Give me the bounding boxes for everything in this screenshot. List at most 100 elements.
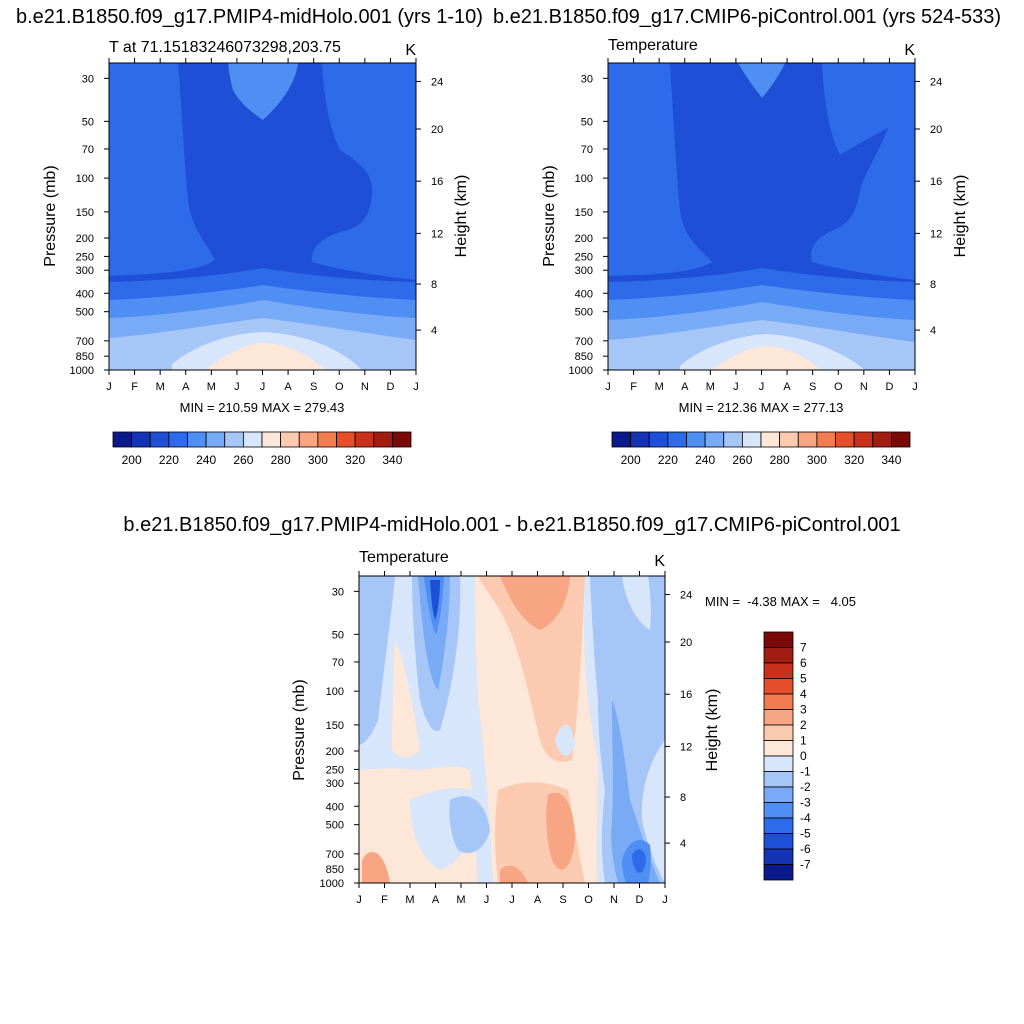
y-tick-label: 700 <box>76 336 94 348</box>
colorbar-swatch <box>131 431 151 448</box>
y-tick-label: 700 <box>326 849 344 861</box>
colorbar-swatch <box>648 431 669 448</box>
y-right-tick-label: 16 <box>930 176 942 188</box>
panel-difference-x-topticks <box>358 571 666 576</box>
x-tick-label: A <box>783 381 791 393</box>
colorbar-swatch <box>763 724 794 741</box>
colorbar-swatch <box>187 431 207 448</box>
colorbar-label: 1 <box>800 734 807 748</box>
x-tick-label: M <box>207 381 216 393</box>
colorbar-swatch <box>205 431 226 448</box>
contour-band <box>500 865 528 883</box>
x-tick-label: J <box>733 381 739 393</box>
colorbar-swatch <box>763 771 794 788</box>
panel-midholo-subtitle: T at 71.15183246073298,203.75 <box>109 39 341 56</box>
colorbar-swatch <box>763 833 794 850</box>
contour-band <box>500 576 570 630</box>
y-tick-label: 150 <box>575 207 593 219</box>
panel-difference-title: b.e21.B1850.f09_g17.PMIP4-midHolo.001 - … <box>123 514 900 536</box>
y-tick-label: 850 <box>76 351 94 363</box>
colorbar-swatch <box>354 431 375 448</box>
y-right-tick-label: 16 <box>680 689 692 701</box>
contour-band <box>392 640 420 758</box>
y-right-tick-label: 24 <box>431 76 443 88</box>
colorbar-label: -3 <box>800 796 811 810</box>
x-tick-label: D <box>386 381 394 393</box>
contour-band <box>608 63 712 276</box>
colorbar-label: 300 <box>807 453 827 467</box>
contour-band <box>205 343 325 370</box>
y-tick-label: 400 <box>575 288 593 300</box>
panel-midholo-colorbar: 200 220 240 260 280 300 320 340 <box>112 431 412 467</box>
contour-band <box>590 576 665 883</box>
y-right-tick-label: 20 <box>431 124 443 136</box>
panel-midholo-ylabel-right: Height (km) <box>453 175 470 258</box>
y-tick-label: 30 <box>332 586 344 598</box>
y-tick-label: 400 <box>326 801 344 813</box>
y-tick-label: 400 <box>76 288 94 300</box>
colorbar-swatch <box>816 431 836 448</box>
contour-band <box>418 576 450 690</box>
colorbar-label: 2 <box>800 718 807 732</box>
contour-band <box>362 851 390 883</box>
x-tick-label: S <box>310 381 317 393</box>
panel-picontrol-y-right-axis: 24 20 16 12 8 4 <box>915 76 942 337</box>
colorbar-swatch <box>763 802 794 819</box>
x-tick-label: F <box>381 894 388 906</box>
colorbar-swatch <box>763 631 794 648</box>
x-tick-label: M <box>405 894 414 906</box>
colorbar-swatch <box>763 678 794 695</box>
y-tick-label: 250 <box>76 251 94 263</box>
y-tick-label: 500 <box>575 307 593 319</box>
x-tick-label: F <box>630 381 637 393</box>
x-tick-label: J <box>234 381 240 393</box>
x-tick-label: O <box>584 894 593 906</box>
colorbar-swatch <box>763 693 794 710</box>
x-tick-label: A <box>534 894 542 906</box>
y-tick-label: 100 <box>326 686 344 698</box>
contour-band <box>555 724 575 756</box>
colorbar-label: 340 <box>881 453 901 467</box>
colorbar-swatch <box>336 431 356 448</box>
y-right-tick-label: 12 <box>680 741 692 753</box>
panel-picontrol-ylabel: Pressure (mb) <box>541 165 558 266</box>
contour-band <box>449 796 490 854</box>
y-right-tick-label: 8 <box>431 279 437 291</box>
colorbar-label: -2 <box>800 780 811 794</box>
x-tick-label: J <box>260 381 266 393</box>
y-tick-label: 700 <box>575 336 593 348</box>
colorbar-swatch <box>763 848 794 865</box>
y-tick-label: 250 <box>326 764 344 776</box>
y-tick-label: 250 <box>575 251 593 263</box>
y-tick-label: 30 <box>581 73 593 85</box>
colorbar-label: -1 <box>800 765 811 779</box>
colorbar-swatch <box>630 431 650 448</box>
x-tick-label: M <box>655 381 664 393</box>
y-right-tick-label: 8 <box>930 279 936 291</box>
contour-band <box>611 700 660 883</box>
y-tick-label: 500 <box>326 820 344 832</box>
x-tick-label: N <box>361 381 369 393</box>
contour-band <box>546 792 575 870</box>
colorbar-label: 260 <box>732 453 752 467</box>
y-tick-label: 30 <box>82 73 94 85</box>
x-tick-label: S <box>559 894 566 906</box>
colorbar-label: 320 <box>345 453 365 467</box>
colorbar-label: 4 <box>800 687 807 701</box>
panel-picontrol-subtitle: Temperature <box>608 37 698 54</box>
x-tick-label: M <box>456 894 465 906</box>
x-tick-label: J <box>759 381 765 393</box>
x-tick-label: A <box>681 381 689 393</box>
y-tick-label: 70 <box>332 657 344 669</box>
colorbar-swatch <box>763 647 794 664</box>
colorbar-label: 6 <box>800 656 807 670</box>
x-tick-label: M <box>156 381 165 393</box>
colorbar-swatch <box>872 431 892 448</box>
colorbar-label: 7 <box>800 641 807 655</box>
colorbar-label: 3 <box>800 703 807 717</box>
y-tick-label: 50 <box>332 629 344 641</box>
panel-picontrol-field <box>608 63 915 370</box>
x-tick-label: J <box>912 381 918 393</box>
panel-midholo-x-topticks <box>108 58 417 63</box>
